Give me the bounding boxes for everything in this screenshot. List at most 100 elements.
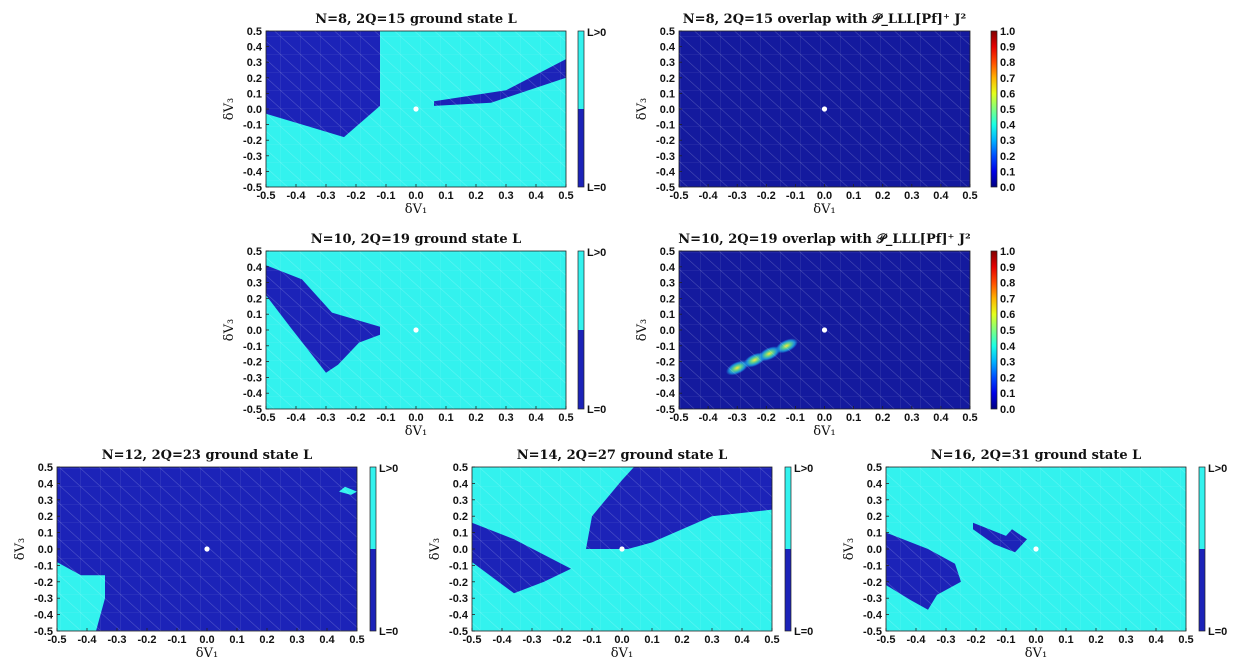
y-tick-label: -0.2 [243,357,262,369]
colorbar-frame [1198,466,1206,632]
x-tick-label: -0.4 [287,412,307,424]
x-tick-label: 0.0 [817,190,832,202]
y-tick-label: 0.1 [660,88,675,100]
y-tick-label: 0.1 [453,528,468,540]
y-tick-label: -0.5 [243,404,262,416]
y-tick-label: 0.4 [247,262,263,274]
y-tick-label: 0.5 [660,246,675,258]
y-tick-label: 0.0 [660,325,675,337]
y-tick-label: -0.5 [243,182,262,194]
x-tick-label: 0.0 [1028,634,1043,646]
plot-area [679,251,970,409]
y-tick-label: 0.4 [867,478,883,490]
chart-panel-2: N=8, 2Q=15 overlap with 𝒫_LLL[Pf]⁺ J² -0.… [635,12,1016,217]
y-tick-label: -0.1 [34,560,53,572]
y-tick-label: -0.2 [449,577,468,589]
x-tick-label: 0.2 [875,412,890,424]
y-tick-label: 0.5 [247,26,262,38]
x-tick-label: -0.5 [48,634,67,646]
x-tick-label: 0.4 [1148,634,1164,646]
y-tick-label: 0.4 [660,42,676,54]
y-tick-label: -0.5 [656,182,675,194]
chart-panel-3: N=10, 2Q=19 ground state L -0.5 -0.4 -0.3 -0… [222,232,606,439]
x-tick-label: 0.2 [259,634,274,646]
colorbar-tick-label: 0.1 [1000,388,1015,400]
colorbar-frame [784,466,792,632]
colorbar-tick-label: 0.6 [1000,309,1015,321]
colorbar-upper [1199,467,1205,549]
colorbar-tick-label: 0.3 [1000,135,1015,147]
x-tick-label: 0.1 [644,634,659,646]
x-tick-label: -0.3 [317,190,336,202]
x-tick-label: -0.3 [523,634,542,646]
y-tick-label: -0.4 [656,166,676,178]
y-tick-label: 0.2 [867,511,882,523]
y-tick-label: -0.5 [34,626,53,638]
x-tick-label: -0.5 [877,634,896,646]
colorbar-frame [577,30,585,188]
y-tick-label: 0.3 [660,278,675,290]
y-tick-label: -0.3 [243,151,262,163]
colorbar-lower [1199,549,1205,631]
colorbar-gradient [990,30,998,188]
y-axis-label: δV₃ [222,98,237,120]
colorbar-bottom-label: L=0 [379,626,398,638]
plot-area [266,31,566,187]
colorbar-lower [370,549,376,631]
y-tick-label: 0.5 [867,462,882,474]
x-tick-label: 0.5 [962,190,977,202]
colorbar-tick-label: 0.2 [1000,372,1015,384]
x-tick-label: -0.1 [377,412,396,424]
y-tick-label: 0.1 [660,309,675,321]
x-tick-label: -0.5 [257,190,276,202]
x-tick-label: 0.5 [558,190,573,202]
x-tick-label: -0.4 [699,190,719,202]
y-tick-label: 0.0 [247,104,262,116]
y-tick-label: 0.2 [247,73,262,85]
x-axis-label: δV₁ [813,202,835,217]
colorbar-frame [577,250,585,410]
x-tick-label: 0.1 [229,634,244,646]
chart-title: N=14, 2Q=27 ground state L [517,448,728,463]
x-tick-label: 0.1 [438,190,453,202]
y-tick-label: 0.0 [867,544,882,556]
y-tick-label: -0.4 [449,610,469,622]
x-tick-label: -0.4 [907,634,927,646]
y-tick-label: 0.0 [247,325,262,337]
chart-panel-7: N=16, 2Q=31 ground state L -0.5 -0.4 -0.3 -0… [842,448,1227,661]
y-axis-label: δV₃ [222,319,237,341]
y-tick-label: 0.4 [453,478,469,490]
x-tick-label: 0.2 [468,190,483,202]
colorbar-upper [578,31,584,109]
x-tick-label: 0.0 [614,634,629,646]
x-tick-label: 0.4 [528,412,544,424]
origin-marker [413,106,419,112]
x-tick-label: -0.2 [347,190,366,202]
colorbar-tick-label: 0.0 [1000,404,1015,416]
x-tick-label: 0.2 [468,412,483,424]
colorbar-tick-label: 0.4 [1000,341,1016,353]
x-tick-label: 0.1 [1058,634,1073,646]
x-tick-label: -0.5 [670,412,689,424]
y-tick-label: -0.3 [863,593,882,605]
colorbar-top-label: L>0 [379,463,398,475]
x-tick-label: -0.1 [786,190,805,202]
chart-panel-6: N=14, 2Q=27 ground state L -0.5 -0.4 -0.3 -0… [428,448,813,661]
x-tick-label: -0.2 [138,634,157,646]
colorbar-top-label: L>0 [794,463,813,475]
colorbar-tick-label: 0.8 [1000,278,1015,290]
x-tick-label: 0.1 [846,190,861,202]
x-tick-label: -0.3 [108,634,127,646]
x-axis-label: δV₁ [1025,646,1047,661]
colorbar-top-label: L>0 [587,27,606,39]
x-tick-label: 0.3 [498,190,513,202]
x-tick-label: -0.1 [786,412,805,424]
y-tick-label: -0.1 [656,120,675,132]
colorbar-tick-label: 0.8 [1000,57,1015,69]
y-tick-label: -0.1 [243,120,262,132]
x-tick-label: -0.3 [728,412,747,424]
x-tick-label: -0.2 [553,634,572,646]
x-tick-label: 0.2 [674,634,689,646]
y-tick-label: 0.3 [660,57,675,69]
colorbar-tick-label: 0.5 [1000,104,1015,116]
